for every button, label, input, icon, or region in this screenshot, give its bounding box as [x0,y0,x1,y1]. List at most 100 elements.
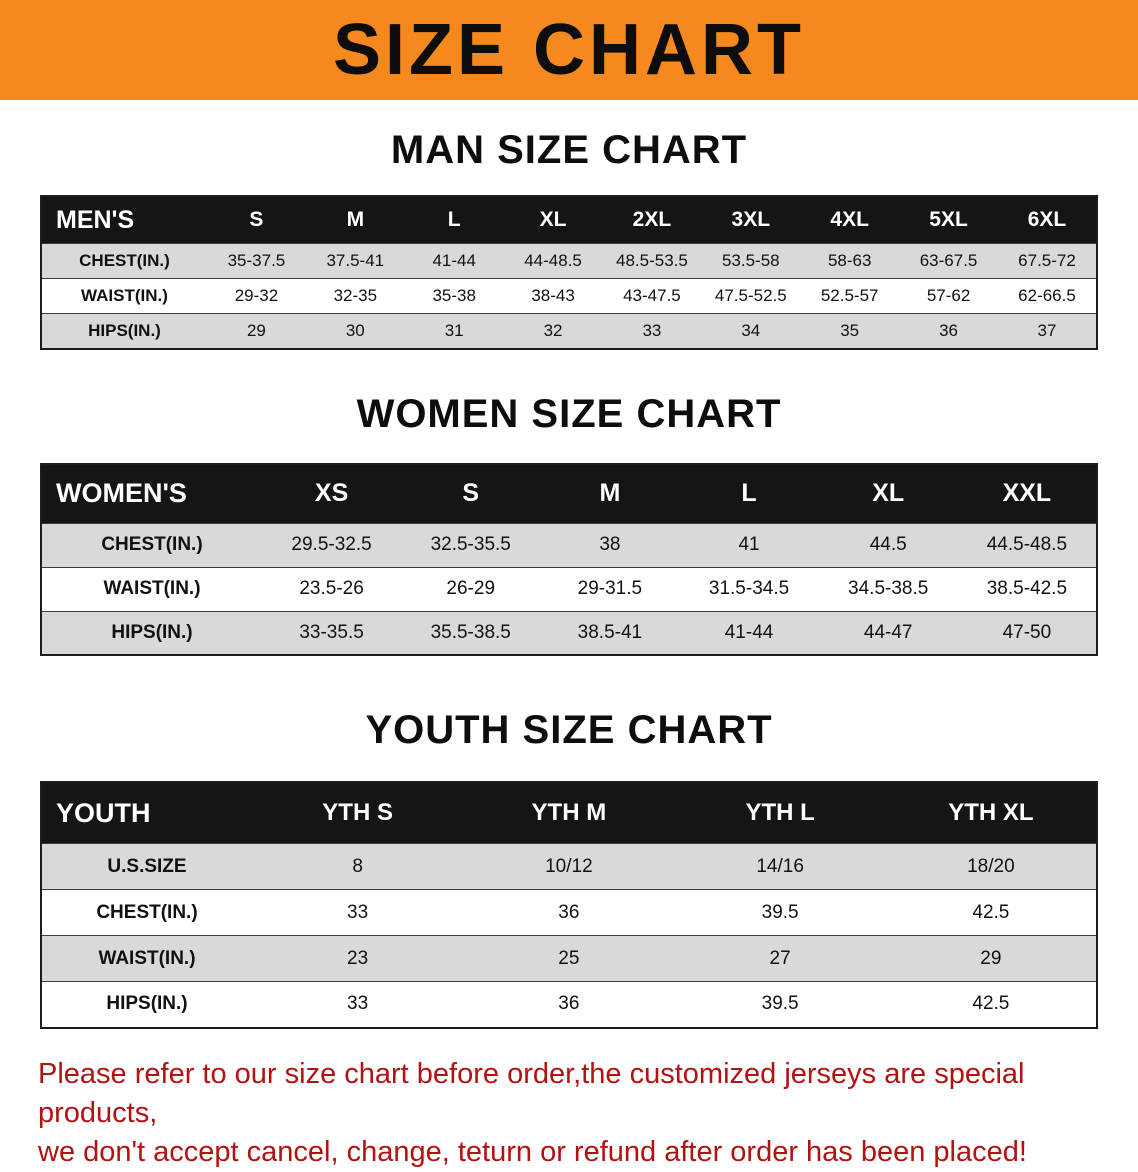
row-label: HIPS(IN.) [41,313,207,349]
section-women: WOMEN SIZE CHART WOMEN'S XS S M L XL XXL CHEST(… [0,392,1138,656]
size-cell: 58-63 [800,243,900,279]
size-cell: 29 [885,935,1097,982]
row-label: WAIST(IN.) [41,278,207,314]
page-title: SIZE CHART [333,10,805,90]
column-header: 6XL [998,196,1097,244]
size-cell: 29-32 [207,278,306,314]
size-cell: 14/16 [674,843,886,890]
size-cell: 35-38 [404,278,504,314]
header-row: MEN'S S M L XL 2XL 3XL 4XL 5XL 6XL [41,196,1097,244]
column-header: S [207,196,306,244]
size-cell: 41-44 [679,611,819,655]
size-cell: 8 [252,843,464,890]
section-youth: YOUTH SIZE CHART YOUTH YTH S YTH M YTH L YTH… [0,708,1138,1029]
women-size-table: WOMEN'S XS S M L XL XXL CHEST(IN.) 29.5-32.5 32.5… [40,462,1098,656]
row-label: WAIST(IN.) [41,935,252,982]
table-row: HIPS(IN.) 29 30 31 32 33 34 35 36 37 [41,313,1097,349]
size-cell: 18/20 [885,843,1097,890]
size-cell: 42.5 [885,889,1097,936]
size-cell: 36 [463,981,675,1028]
table-row: WAIST(IN.) 29-32 32-35 35-38 38-43 43-47.5 47.… [41,278,1097,314]
size-cell: 62-66.5 [998,278,1097,314]
column-header: 5XL [899,196,998,244]
table-row: CHEST(IN.) 35-37.5 37.5-41 41-44 44-48.5 48.5… [41,243,1097,279]
size-cell: 44.5-48.5 [957,523,1097,567]
size-cell: 23 [252,935,464,982]
row-label: CHEST(IN.) [41,889,252,936]
size-cell: 23.5-26 [262,567,402,611]
size-cell: 31 [404,313,504,349]
column-header: M [540,463,680,523]
column-header: 3XL [701,196,801,244]
size-cell: 41 [679,523,819,567]
size-cell: 32-35 [305,278,405,314]
size-cell: 47.5-52.5 [701,278,801,314]
column-header: YTH S [252,782,464,844]
row-label: CHEST(IN.) [41,243,207,279]
size-cell: 41-44 [404,243,504,279]
row-label: U.S.SIZE [41,843,252,890]
men-size-table: MEN'S S M L XL 2XL 3XL 4XL 5XL 6XL CHEST(IN.) 35-37… [40,195,1098,350]
row-label: HIPS(IN.) [41,981,252,1028]
size-cell: 67.5-72 [998,243,1097,279]
size-cell: 44.5 [818,523,958,567]
size-cell: 31.5-34.5 [679,567,819,611]
size-cell: 44-47 [818,611,958,655]
table-row: WAIST(IN.) 23 25 27 29 [41,935,1097,982]
size-cell: 26-29 [401,567,541,611]
size-cell: 42.5 [885,981,1097,1028]
size-cell: 33 [252,981,464,1028]
size-cell: 38.5-42.5 [957,567,1097,611]
size-cell: 44-48.5 [503,243,603,279]
size-cell: 10/12 [463,843,675,890]
column-header: M [305,196,405,244]
header-row: WOMEN'S XS S M L XL XXL [41,463,1097,523]
size-cell: 34 [701,313,801,349]
size-cell: 37 [998,313,1097,349]
size-cell: 38-43 [503,278,603,314]
size-cell: 36 [899,313,998,349]
size-cell: 48.5-53.5 [602,243,702,279]
size-cell: 32.5-35.5 [401,523,541,567]
size-cell: 29 [207,313,306,349]
column-header: XS [262,463,402,523]
table-corner-label: MEN'S [41,196,207,244]
size-cell: 63-67.5 [899,243,998,279]
column-header: L [404,196,504,244]
column-header: S [401,463,541,523]
size-cell: 29.5-32.5 [262,523,402,567]
column-header: 2XL [602,196,702,244]
men-section-heading: MAN SIZE CHART [390,128,748,172]
size-cell: 30 [305,313,405,349]
youth-section-heading: YOUTH SIZE CHART [365,708,773,752]
size-cell: 35-37.5 [207,243,306,279]
column-header: 4XL [800,196,900,244]
column-header: YTH L [674,782,886,844]
size-cell: 34.5-38.5 [818,567,958,611]
disclaimer-line-1: Please refer to our size chart before or… [38,1057,1025,1129]
size-cell: 33-35.5 [262,611,402,655]
header-row: YOUTH YTH S YTH M YTH L YTH XL [41,782,1097,844]
table-corner-label: WOMEN'S [41,463,262,523]
column-header: XXL [957,463,1097,523]
size-cell: 38.5-41 [540,611,680,655]
youth-size-table: YOUTH YTH S YTH M YTH L YTH XL U.S.SIZE 8 10/12… [40,781,1098,1029]
size-cell: 32 [503,313,603,349]
disclaimer-line-2: we don't accept cancel, change, teturn o… [38,1135,1027,1168]
size-cell: 33 [602,313,702,349]
table-row: U.S.SIZE 8 10/12 14/16 18/20 [41,843,1097,890]
column-header: XL [503,196,603,244]
size-cell: 39.5 [674,889,886,936]
disclaimer-note: Please refer to our size chart before or… [0,1055,1138,1172]
column-header: XL [818,463,958,523]
section-men: MAN SIZE CHART MEN'S S M L XL 2XL 3XL 4XL 5XL 6XL… [0,128,1138,350]
size-cell: 53.5-58 [701,243,801,279]
table-row: HIPS(IN.) 33-35.5 35.5-38.5 38.5-41 41-44 44-… [41,611,1097,655]
row-label: HIPS(IN.) [41,611,262,655]
size-cell: 27 [674,935,886,982]
row-label: CHEST(IN.) [41,523,262,567]
table-row: HIPS(IN.) 33 36 39.5 42.5 [41,981,1097,1028]
column-header: YTH M [463,782,675,844]
size-cell: 47-50 [957,611,1097,655]
